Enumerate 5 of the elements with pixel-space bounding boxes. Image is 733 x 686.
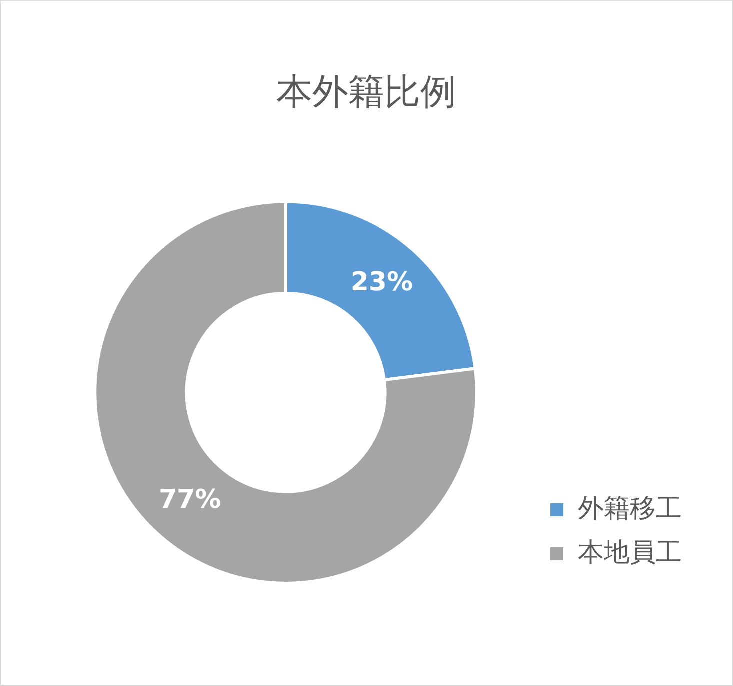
data-label: 77% — [158, 485, 222, 516]
data-label: 23% — [350, 268, 414, 298]
legend-label: 本地員工 — [578, 538, 682, 568]
chart-title: 本外籍比例 — [276, 72, 456, 113]
legend-label: 外籍移工 — [578, 494, 682, 524]
